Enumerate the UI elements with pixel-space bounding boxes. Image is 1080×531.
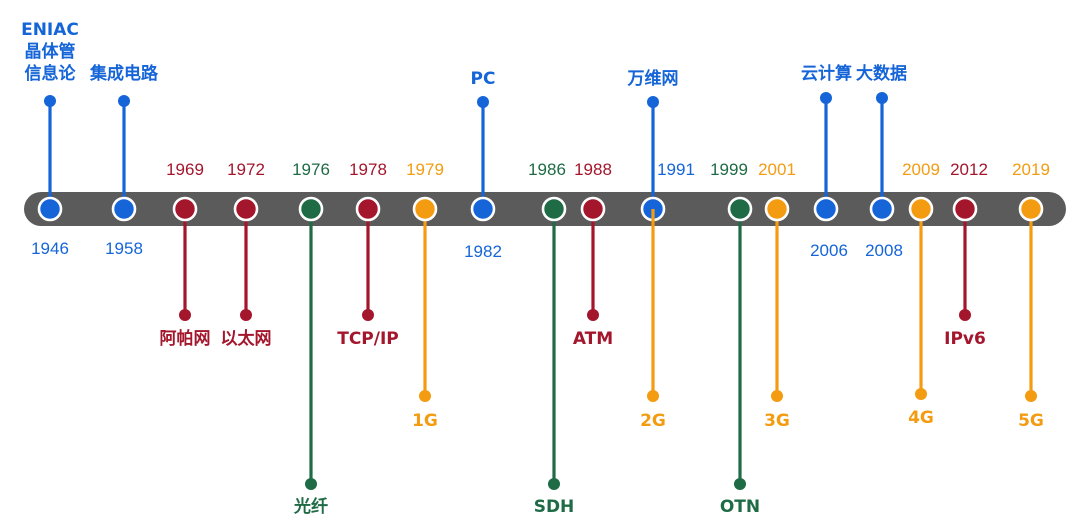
event-year: 1986 [528, 160, 566, 179]
event-stem-dot [734, 478, 746, 490]
timeline-event: 2008 大数据 [856, 63, 907, 260]
timeline-event: 1978 TCP/IP [337, 160, 399, 349]
timeline-event: 2001 3G [758, 160, 796, 431]
event-label: 晶体管 [25, 41, 76, 62]
event-stem-dot [305, 478, 317, 490]
event-node [233, 196, 259, 222]
event-label: 集成电路 [89, 63, 159, 84]
timeline-event: 1979 1G [406, 160, 444, 431]
event-node [298, 196, 324, 222]
event-node [172, 196, 198, 222]
event-node [580, 196, 606, 222]
timeline-event: 2019 5G [1012, 160, 1050, 431]
event-year: 1988 [574, 160, 612, 179]
event-stem-dot [44, 95, 56, 107]
event-year: 1979 [406, 160, 444, 179]
event-label: 光纤 [293, 496, 328, 517]
event-year: 1982 [464, 242, 502, 261]
timeline-event: 2006 云计算 [801, 63, 852, 260]
event-year: 1991 [657, 160, 695, 179]
event-year: 2006 [810, 241, 848, 260]
event-stem-dot [647, 96, 659, 108]
event-node [1018, 196, 1044, 222]
timeline-event: 1988 ATM [573, 160, 613, 349]
event-year: 1972 [227, 160, 265, 179]
event-label: OTN [720, 497, 760, 517]
event-label: 云计算 [801, 63, 852, 84]
event-stem-dot [362, 309, 374, 321]
event-node [541, 196, 567, 222]
timeline-event: 1986 SDH [528, 160, 574, 517]
event-stem-dot [771, 390, 783, 402]
timeline-event: 1969 阿帕网 [160, 160, 211, 349]
event-label: 阿帕网 [160, 328, 211, 349]
event-stem-dot [548, 478, 560, 490]
event-stem-dot [876, 92, 888, 104]
timeline-event: 1972 以太网 [221, 160, 272, 349]
event-node [355, 196, 381, 222]
event-label: 2G [640, 411, 666, 431]
event-stem-dot [647, 390, 659, 402]
event-year: 1969 [166, 160, 204, 179]
event-label: IPv6 [944, 329, 986, 349]
event-stem-dot [179, 309, 191, 321]
event-node [412, 196, 438, 222]
timeline-event: 2G [640, 209, 666, 431]
event-year: 1978 [349, 160, 387, 179]
event-node [470, 196, 496, 222]
event-label: 以太网 [221, 328, 272, 349]
event-year: 2008 [865, 241, 903, 260]
event-year: 1958 [105, 239, 143, 258]
event-year: 2019 [1012, 160, 1050, 179]
event-node [869, 196, 895, 222]
event-node [813, 196, 839, 222]
timeline-event: 1982 PC [464, 69, 502, 261]
timeline-event: 2012 IPv6 [944, 160, 988, 349]
event-label: 4G [908, 408, 934, 428]
event-stem-dot [820, 92, 832, 104]
event-label: 万维网 [627, 68, 679, 89]
event-node [727, 196, 753, 222]
event-stem-dot [477, 96, 489, 108]
event-node [764, 196, 790, 222]
event-stem-dot [915, 388, 927, 400]
event-label: 1G [412, 411, 438, 431]
event-label: ENIAC [21, 20, 79, 40]
event-label: 3G [764, 411, 790, 431]
timeline-event: 1976 光纤 [292, 160, 330, 517]
event-year: 2012 [950, 160, 988, 179]
timeline-event: 1958 集成电路 [89, 63, 159, 258]
event-label: PC [471, 69, 496, 89]
event-node [37, 196, 63, 222]
event-label: SDH [534, 497, 575, 517]
event-node [908, 196, 934, 222]
event-node [952, 196, 978, 222]
event-label: 信息论 [25, 63, 77, 84]
event-stem-dot [118, 95, 130, 107]
event-year: 2009 [902, 160, 940, 179]
event-stem-dot [419, 390, 431, 402]
event-stem-dot [240, 309, 252, 321]
event-node [111, 196, 137, 222]
event-stem-dot [1025, 390, 1037, 402]
timeline-event: 1991 万维网 [627, 68, 695, 222]
timeline-event: 1999 OTN [710, 160, 760, 517]
timeline-event: 2009 4G [902, 160, 940, 428]
event-year: 2001 [758, 160, 796, 179]
event-label: 5G [1018, 411, 1044, 431]
event-label: TCP/IP [337, 329, 399, 349]
event-stem-dot [587, 309, 599, 321]
event-stem-dot [959, 309, 971, 321]
event-year: 1999 [710, 160, 748, 179]
event-label: 大数据 [856, 63, 907, 84]
event-year: 1946 [31, 239, 69, 258]
event-label: ATM [573, 329, 613, 349]
event-year: 1976 [292, 160, 330, 179]
